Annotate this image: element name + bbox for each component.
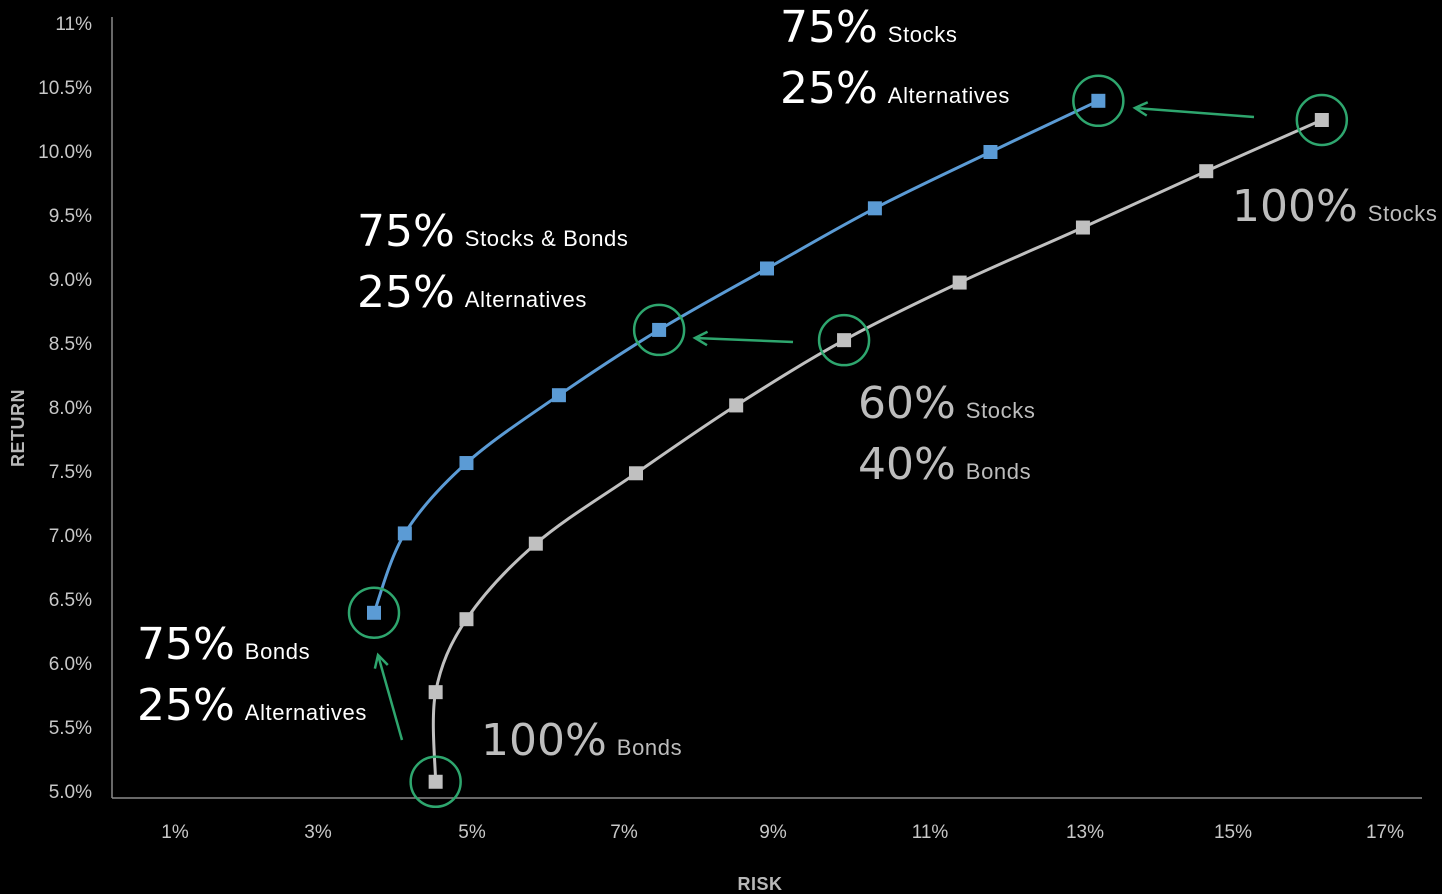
annotation-line: 75% Stocks [780, 2, 957, 53]
highlight-arrows [373, 101, 1255, 741]
highlight-arrow [692, 330, 794, 347]
y-tick-label: 7.5% [49, 462, 92, 483]
x-tick-label: 9% [759, 822, 787, 843]
data-point-marker [1314, 113, 1329, 127]
data-point-marker [428, 774, 443, 789]
annotation-line: 25% Alternatives [780, 63, 1010, 114]
annotation-percent: 75% [780, 2, 878, 53]
highlight-circle [817, 313, 871, 367]
y-tick-label: 6.5% [49, 590, 92, 611]
highlight-arrow [1132, 101, 1255, 119]
data-point-marker [1091, 93, 1106, 108]
x-tick-label: 17% [1366, 822, 1404, 843]
annotation-percent: 100% [1232, 181, 1358, 232]
annotation-percent: 60% [858, 378, 956, 429]
annotations: 75% Stocks 25% Alternatives 100% Stocks 75% Sto… [137, 2, 1437, 766]
y-tick-label: 8.5% [49, 334, 92, 355]
y-tick-label: 8.0% [49, 398, 92, 419]
y-tick-labels: 5.0% 5.5% 6.0% 6.5% 7.0% 7.5% 8.0% 8.5% 9.0% 9.5%… [38, 14, 92, 803]
annotation-label: 100% Stocks [1232, 181, 1437, 232]
x-tick-label: 5% [458, 822, 486, 843]
y-tick-label: 9.5% [49, 206, 92, 227]
data-point-marker [729, 398, 744, 413]
annotation-percent: 25% [780, 63, 878, 114]
annotation-line: 40% Bonds [858, 439, 1031, 490]
highlight-circle [409, 755, 462, 809]
annotation-label: 75% Stocks 25% Alternatives [780, 2, 1010, 114]
annotation-asset: Alternatives [888, 83, 1010, 108]
series-lines [372, 99, 1323, 782]
annotation-percent: 75% [137, 619, 235, 670]
data-point-marker [459, 612, 474, 627]
annotation-asset: Alternatives [465, 287, 587, 312]
annotation-line: 100% Bonds [481, 715, 682, 766]
annotation-percent: 25% [357, 267, 455, 318]
y-tick-label: 5.5% [49, 718, 92, 739]
data-point-marker [1075, 220, 1090, 235]
annotation-asset: Bonds [966, 459, 1031, 484]
y-tick-label: 5.0% [49, 782, 92, 803]
data-point-marker [1199, 164, 1214, 179]
highlight-arrow [373, 652, 404, 741]
data-point-marker [397, 526, 412, 541]
annotation-label: 100% Bonds [481, 715, 682, 766]
data-point-marker [983, 145, 998, 159]
annotation-line: 60% Stocks [858, 378, 1035, 429]
data-point-marker [652, 322, 667, 337]
annotation-percent: 40% [858, 439, 956, 490]
annotation-label: 75% Stocks & Bonds 25% Alternatives [357, 206, 629, 318]
annotation-line: 100% Stocks [1232, 181, 1437, 232]
x-tick-labels: 1% 3% 5% 7% 9% 11% 13% 15% 17% [161, 822, 1404, 843]
annotation-percent: 25% [137, 680, 235, 731]
annotation-percent: 75% [357, 206, 455, 257]
data-point-marker [459, 456, 474, 471]
annotation-line: 25% Alternatives [137, 680, 367, 731]
y-tick-label: 6.0% [49, 654, 92, 675]
y-axis-title: RETURN [8, 389, 28, 467]
y-tick-label: 10.5% [38, 78, 92, 99]
y-tick-label: 10.0% [38, 142, 92, 163]
x-axis-title: RISK [737, 874, 782, 894]
highlight-circle [1295, 93, 1349, 147]
data-point-marker [760, 261, 774, 276]
annotation-asset: Stocks [888, 22, 958, 47]
x-tick-label: 7% [610, 822, 638, 843]
annotation-line: 75% Bonds [137, 619, 310, 670]
data-point-marker [952, 275, 967, 290]
annotation-asset: Alternatives [245, 700, 367, 725]
annotation-line: 25% Alternatives [357, 267, 587, 318]
annotation-label: 60% Stocks 40% Bonds [858, 378, 1035, 490]
highlight-circle [347, 586, 401, 640]
x-tick-label: 1% [161, 822, 189, 843]
y-tick-label: 11% [55, 14, 92, 35]
annotation-line: 75% Stocks & Bonds [357, 206, 629, 257]
series-markers [367, 93, 1329, 789]
axes [111, 17, 1422, 799]
annotation-asset: Stocks [966, 398, 1036, 423]
annotation-asset: Bonds [245, 639, 310, 664]
x-tick-label: 3% [304, 822, 332, 843]
data-point-marker [428, 685, 443, 700]
x-tick-label: 11% [912, 822, 949, 843]
annotation-asset: Stocks & Bonds [465, 226, 629, 251]
data-point-marker [367, 605, 381, 620]
highlight-circle [1072, 74, 1125, 128]
y-tick-label: 9.0% [49, 270, 92, 291]
data-point-marker [551, 388, 566, 403]
series-line [372, 99, 1100, 614]
x-tick-label: 13% [1066, 822, 1104, 843]
annotation-percent: 100% [481, 715, 607, 766]
data-point-marker [629, 466, 643, 481]
data-point-marker [867, 201, 882, 216]
data-point-marker [528, 536, 543, 551]
x-tick-label: 15% [1214, 822, 1252, 843]
highlight-circle [632, 303, 686, 357]
annotation-label: 75% Bonds 25% Alternatives [137, 619, 367, 731]
annotation-asset: Bonds [617, 735, 682, 760]
data-point-marker [837, 333, 852, 348]
highlight-circles [347, 74, 1349, 809]
annotation-asset: Stocks [1368, 201, 1438, 226]
y-tick-label: 7.0% [49, 526, 92, 547]
